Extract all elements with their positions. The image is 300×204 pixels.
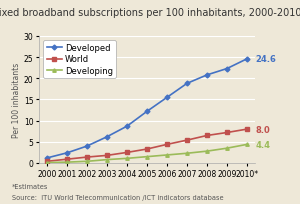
Text: *Estimates: *Estimates [12, 184, 48, 190]
Developing [205, 150, 209, 153]
World [45, 160, 49, 163]
Line: World: World [45, 128, 249, 163]
Developed [65, 152, 69, 154]
Developed [185, 83, 189, 85]
Developing [85, 160, 89, 163]
Text: 24.6: 24.6 [255, 55, 276, 64]
World [125, 151, 129, 154]
Line: Developed: Developed [45, 58, 249, 160]
Developing [45, 162, 49, 164]
Developing [125, 157, 129, 160]
Developing [145, 156, 149, 158]
Text: 4.4: 4.4 [255, 140, 270, 149]
World [165, 143, 169, 146]
World [185, 139, 189, 142]
Developed [165, 97, 169, 99]
World [105, 154, 109, 157]
World [145, 148, 149, 151]
Developed [145, 111, 149, 113]
Developed [125, 125, 129, 128]
Developing [245, 143, 249, 146]
Developed [105, 136, 109, 138]
Developing [165, 154, 169, 156]
World [85, 156, 89, 159]
Text: Source:  ITU World Telecommunication /ICT indicators database: Source: ITU World Telecommunication /ICT… [12, 194, 224, 200]
Developed [45, 157, 49, 159]
World [65, 158, 69, 161]
Line: Developing: Developing [45, 143, 249, 164]
Developed [245, 58, 249, 61]
World [225, 132, 229, 134]
Developed [205, 74, 209, 77]
World [205, 135, 209, 137]
Developing [185, 152, 189, 155]
Developed [225, 68, 229, 70]
World [245, 128, 249, 131]
Text: 8.0: 8.0 [255, 125, 270, 134]
Developing [105, 159, 109, 161]
Developing [65, 161, 69, 164]
Y-axis label: Per 100 inhabitants: Per 100 inhabitants [12, 62, 21, 137]
Developing [225, 147, 229, 150]
Developed [85, 145, 89, 147]
Legend: Developed, World, Developing: Developed, World, Developing [43, 41, 116, 79]
Text: Fixed broadband subscriptions per 100 inhabitants, 2000-2010*: Fixed broadband subscriptions per 100 in… [0, 8, 300, 18]
